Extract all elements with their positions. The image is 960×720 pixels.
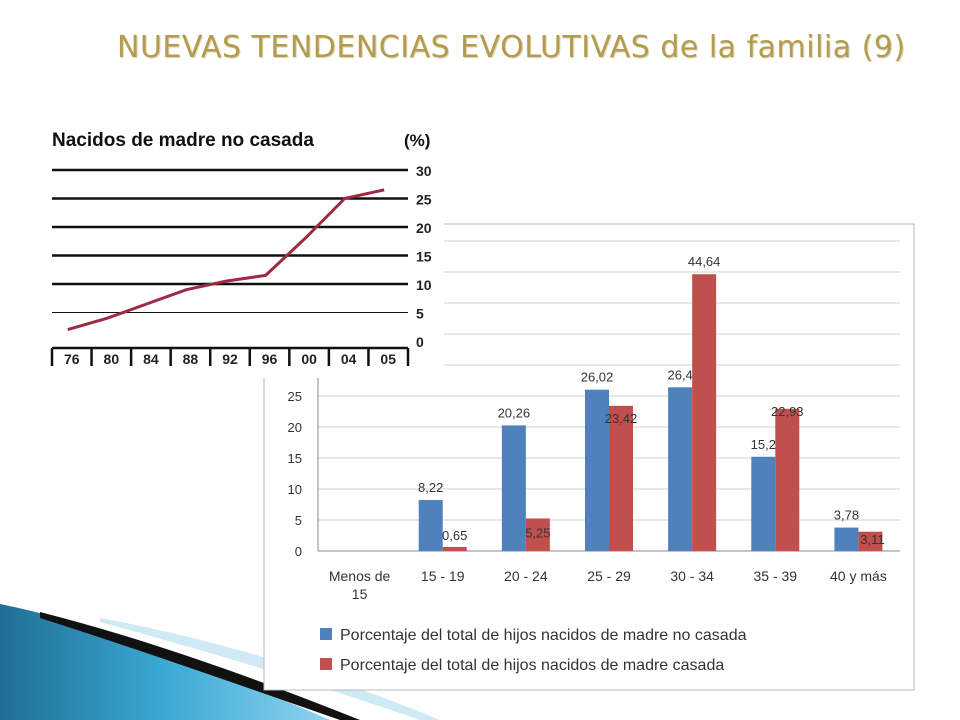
line-x-tick-label: 04: [341, 351, 357, 367]
bar-y-tick-label: 5: [295, 513, 302, 528]
bar-category-label: 25 - 29: [587, 568, 631, 584]
line-y-tick-label: 5: [416, 306, 424, 322]
bar-y-tick-label: 10: [288, 482, 302, 497]
line-x-tick-label: 84: [143, 351, 159, 367]
bar-data-label: 0,65: [442, 528, 467, 543]
line-y-tick-label: 10: [416, 277, 432, 293]
line-x-tick-label: 80: [104, 351, 120, 367]
line-y-tick-label: 20: [416, 220, 432, 236]
line-x-tick-label: 05: [380, 351, 396, 367]
bar-no-casada: [834, 527, 859, 551]
bar-casada: [692, 274, 717, 551]
line-chart-x-axis: 76 80 84 88 92 96 00 04 05: [50, 346, 410, 367]
slide-title: NUEVAS TENDENCIAS EVOLUTIVAS de la famil…: [117, 30, 906, 65]
bar-casada: [525, 518, 550, 551]
line-y-tick-label: 0: [416, 334, 424, 350]
swoosh-blue: [0, 604, 330, 720]
bar-category-label: 15 - 19: [421, 568, 465, 584]
bar-data-label: 20,26: [498, 405, 531, 420]
line-y-tick-label: 25: [416, 192, 432, 208]
bar-chart-y-tick-labels: 0 5 10 15 20 25: [288, 389, 302, 559]
bar-data-label: 44,64: [688, 254, 721, 269]
line-x-tick-label: 88: [183, 351, 199, 367]
bar-chart-bars: [418, 274, 883, 551]
bar-casada: [775, 408, 800, 551]
legend-swatch: [320, 628, 332, 640]
line-chart-background: [44, 118, 444, 378]
bar-casada: [609, 405, 633, 551]
bar-data-label: 8,22: [418, 480, 443, 495]
bar-data-label: 15,2: [751, 437, 776, 452]
bar-data-label: 26,4: [667, 367, 692, 382]
bar-category-label: 30 - 34: [670, 568, 714, 584]
bar-category-label: 20 - 24: [504, 568, 548, 584]
line-chart-y-tick-labels: 0 5 10 15 20 25 30: [416, 163, 432, 350]
bar-chart-data-labels: 8,22 0,65 20,26 5,25 26,02 23,42 26,4 44,64 15,2…: [418, 254, 885, 547]
bar-category-label: 40 y más: [830, 568, 887, 584]
bar-casada: [858, 531, 883, 551]
legend-swatch: [320, 658, 332, 670]
line-y-tick-label: 15: [416, 249, 432, 265]
bar-no-casada: [668, 387, 693, 551]
bar-no-casada: [585, 389, 609, 551]
bar-data-label: 22,93: [771, 404, 804, 419]
bar-y-tick-label: 15: [288, 451, 302, 466]
bar-data-label: 3,78: [834, 508, 859, 523]
bar-chart-category-labels: Menos de 15 15 - 19 20 - 24 25 - 29 30 - 34 35…: [329, 568, 887, 602]
line-x-tick-label: 76: [64, 351, 80, 367]
bar-data-label: 3,11: [860, 532, 884, 547]
bar-y-tick-label: 0: [295, 544, 302, 559]
bar-y-tick-label: 25: [288, 389, 302, 404]
bar-data-label: 23,42: [605, 411, 638, 426]
bar-category-label: 15: [352, 586, 368, 602]
bar-no-casada: [418, 500, 443, 551]
line-chart-unit: (%): [404, 131, 430, 150]
bar-no-casada: [501, 425, 526, 551]
legend-label: Porcentaje del total de hijos nacidos de…: [340, 657, 724, 674]
line-x-tick-label: 92: [222, 351, 238, 367]
bar-category-label: Menos de: [329, 568, 391, 584]
line-chart-series: [67, 188, 385, 332]
bar-data-label: 5,25: [525, 525, 550, 540]
bar-y-tick-label: 20: [288, 420, 302, 435]
bar-data-label: 26,02: [581, 370, 614, 385]
line-x-tick-label: 00: [301, 351, 317, 367]
bar-chart-legend: Porcentaje del total de hijos nacidos de…: [320, 627, 747, 674]
line-series-path: [67, 188, 385, 332]
bar-casada: [442, 546, 467, 551]
bar-category-label: 35 - 39: [753, 568, 797, 584]
line-y-tick-label: 30: [416, 163, 432, 179]
line-chart-title: Nacidos de madre no casada: [52, 130, 314, 151]
line-x-tick-label: 96: [262, 351, 278, 367]
swoosh-black: [40, 612, 360, 720]
legend-label: Porcentaje del total de hijos nacidos de…: [340, 627, 747, 644]
bar-no-casada: [751, 456, 776, 551]
